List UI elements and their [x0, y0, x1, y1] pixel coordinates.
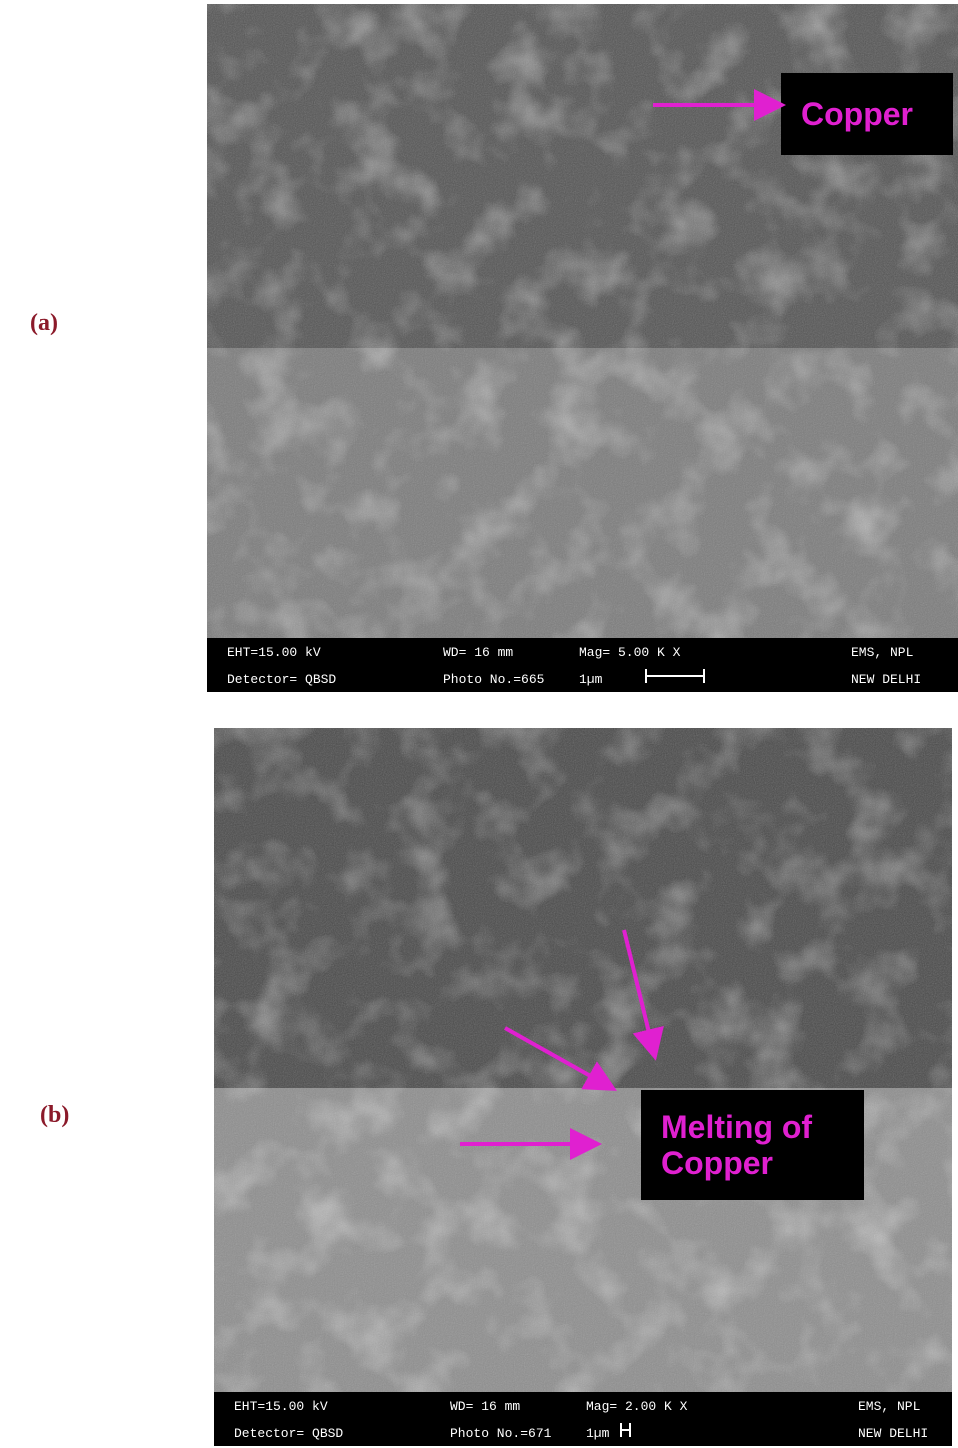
panel-label: (a)	[30, 310, 58, 336]
info-text: NEW DELHI	[858, 1426, 928, 1441]
sem-noise	[214, 728, 952, 1392]
annotation-text: Copper	[661, 1145, 773, 1181]
page: {"panels": [ {"label": "(a)", "annotatio…	[0, 0, 958, 1448]
info-text: Photo No.=665	[443, 672, 544, 687]
info-text: NEW DELHI	[851, 672, 921, 687]
info-text: WD= 16 mm	[443, 645, 513, 660]
info-text: Photo No.=671	[450, 1426, 552, 1441]
panel-label: (b)	[40, 1102, 69, 1128]
annotation-text: Copper	[801, 96, 913, 132]
info-text: 1µm	[579, 672, 603, 687]
annotation-text: Melting of	[661, 1109, 812, 1145]
info-text: EMS, NPL	[851, 645, 913, 660]
info-text: EHT=15.00 kV	[234, 1399, 328, 1414]
info-text: Detector= QBSD	[227, 672, 336, 687]
info-text: Mag= 2.00 K X	[586, 1399, 688, 1414]
info-text: EMS, NPL	[858, 1399, 920, 1414]
info-text: Detector= QBSD	[234, 1426, 343, 1441]
figure: (a) EHT=15.00 kV WD= 16 mm Mag= 5.00 K X EMS…	[0, 0, 958, 1448]
info-text: Mag= 5.00 K X	[579, 645, 681, 660]
info-text: 1µm	[586, 1426, 610, 1441]
info-text: WD= 16 mm	[450, 1399, 520, 1414]
info-text: EHT=15.00 kV	[227, 645, 321, 660]
